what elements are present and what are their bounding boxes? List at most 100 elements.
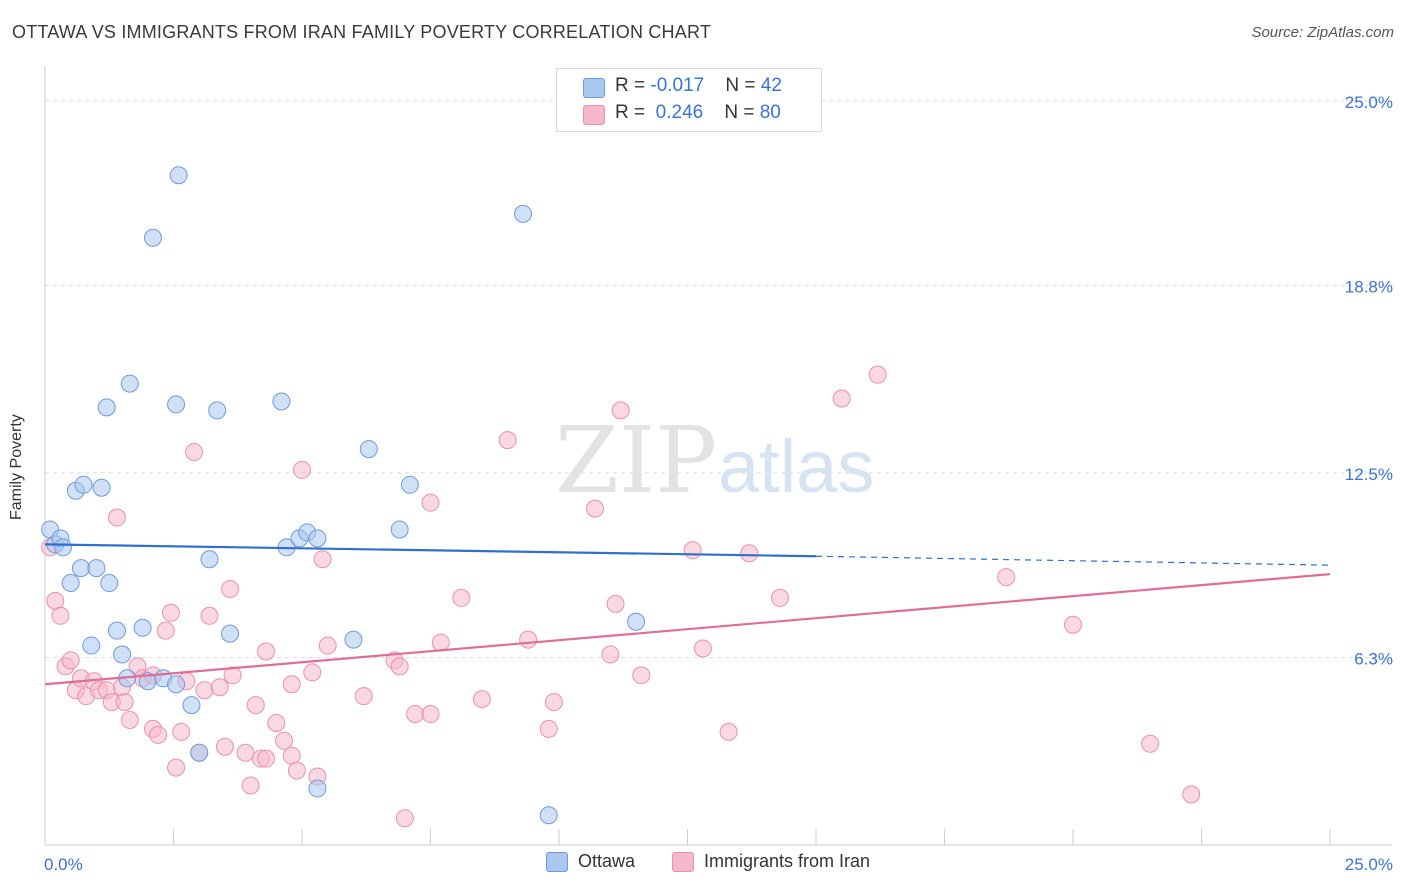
- ottawa-point: [167, 675, 186, 694]
- iran-point: [161, 603, 180, 622]
- ottawa-point: [208, 401, 227, 420]
- iran-point: [107, 508, 126, 527]
- ottawa-point: [100, 574, 119, 593]
- iran-point: [185, 443, 204, 462]
- iran-point: [156, 621, 175, 640]
- legend-item-iran[interactable]: Immigrants from Iran: [672, 851, 870, 872]
- legend-r-label: R =: [615, 102, 651, 123]
- ottawa-point: [390, 520, 409, 539]
- ottawa-point: [514, 204, 533, 223]
- iran-point: [740, 544, 759, 563]
- ottawa-trend-extension: [815, 555, 1331, 566]
- iran-point: [606, 594, 625, 613]
- chart-title: OTTAWA VS IMMIGRANTS FROM IRAN FAMILY PO…: [12, 22, 712, 42]
- iran-point: [683, 541, 702, 560]
- x-tick-label: 0.0%: [44, 855, 83, 874]
- iran-point: [267, 713, 286, 732]
- ottawa-point: [627, 612, 646, 631]
- legend-swatch-ottawa: [583, 78, 605, 98]
- ottawa-point: [182, 696, 201, 715]
- ottawa-point: [71, 559, 90, 578]
- iran-point: [421, 705, 440, 724]
- ottawa-point: [221, 624, 240, 643]
- iran-point: [452, 588, 471, 607]
- legend-label-ottawa: Ottawa: [578, 851, 636, 871]
- ottawa-point: [53, 538, 72, 557]
- iran-point: [241, 776, 260, 795]
- iran-point: [200, 606, 219, 625]
- iran-point: [1064, 615, 1082, 634]
- y-tick-label: 18.8%: [1345, 277, 1393, 296]
- legend-item-ottawa[interactable]: Ottawa: [546, 851, 635, 872]
- ottawa-point: [107, 621, 126, 640]
- ottawa-point: [120, 374, 139, 393]
- ottawa-point: [82, 636, 101, 655]
- ottawa-point: [74, 475, 93, 494]
- legend-n-label: N =: [725, 75, 761, 96]
- tick-labels: 6.3% 12.5% 18.8% 25.0% 0.0% 25.0%: [44, 93, 1393, 874]
- ottawa-points: [41, 166, 646, 825]
- ottawa-trend-line: [44, 543, 817, 558]
- ottawa-point: [61, 574, 80, 593]
- iran-point: [632, 666, 651, 685]
- iran-point: [771, 588, 790, 607]
- iran-point: [257, 749, 276, 768]
- ottawa-point: [113, 645, 132, 664]
- legend-n-value-iran: 80: [759, 102, 781, 123]
- ottawa-point: [539, 806, 558, 825]
- y-tick-label: 12.5%: [1345, 465, 1393, 484]
- ottawa-point: [87, 559, 106, 578]
- iran-point: [215, 737, 234, 756]
- iran-point: [282, 675, 301, 694]
- watermark-atlas: atlas: [718, 425, 874, 508]
- iran-point: [1141, 734, 1160, 753]
- gridlines: [45, 100, 1392, 658]
- iran-point: [149, 725, 168, 744]
- iran-point: [287, 761, 306, 780]
- iran-point: [223, 666, 242, 685]
- ottawa-point: [308, 529, 327, 548]
- iran-point: [719, 722, 738, 741]
- x-tick-label: 25.0%: [1345, 855, 1393, 874]
- y-tick-label: 25.0%: [1345, 93, 1393, 112]
- iran-point: [257, 642, 276, 661]
- iran-point: [585, 499, 604, 518]
- ottawa-point: [167, 395, 186, 414]
- ottawa-point: [169, 166, 188, 185]
- ottawa-point: [308, 779, 327, 798]
- legend-r-value-iran: 0.246: [655, 102, 704, 123]
- iran-point: [519, 630, 538, 649]
- iran-point: [354, 687, 373, 706]
- iran-point: [498, 431, 517, 450]
- iran-point: [390, 657, 409, 676]
- iran-point: [221, 579, 240, 598]
- iran-point: [544, 693, 563, 712]
- ottawa-point: [92, 478, 111, 497]
- legend-swatch-iran: [583, 105, 605, 125]
- iran-point: [395, 809, 414, 828]
- legend-n-label: N =: [724, 102, 760, 123]
- ottawa-point: [190, 743, 209, 762]
- iran-point: [868, 365, 887, 384]
- ottawa-point: [133, 618, 152, 637]
- ottawa-point: [359, 440, 378, 459]
- iran-point: [195, 681, 214, 700]
- iran-point: [275, 731, 294, 750]
- iran-point: [431, 633, 450, 652]
- iran-point: [303, 663, 322, 682]
- legend-swatch-ottawa: [546, 851, 568, 872]
- iran-point: [51, 606, 70, 625]
- source-label: Source: ZipAtlas.com: [1251, 24, 1394, 41]
- iran-point: [832, 389, 851, 408]
- ottawa-point: [272, 392, 291, 411]
- trend-lines: [44, 543, 1331, 686]
- ottawa-point: [200, 550, 219, 569]
- iran-point: [539, 719, 558, 738]
- iran-point: [611, 401, 630, 420]
- ottawa-point: [143, 228, 162, 247]
- iran-point: [318, 636, 337, 655]
- y-tick-label: 6.3%: [1354, 649, 1393, 668]
- legend-r-label: R =: [615, 75, 651, 96]
- legend-label-iran: Immigrants from Iran: [704, 851, 871, 871]
- iran-point: [167, 758, 186, 777]
